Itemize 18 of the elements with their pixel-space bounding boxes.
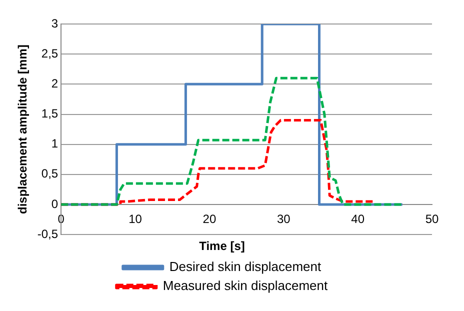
y-tick-label: 0,5 <box>41 166 58 181</box>
line-series <box>61 76 404 206</box>
y-tick-label: 3 <box>51 16 58 30</box>
y-tick-label: 1 <box>51 136 58 151</box>
y-tick-label: 1,5 <box>41 106 58 121</box>
x-tick-label: 50 <box>425 212 439 226</box>
y-tick-label: 2 <box>51 76 58 90</box>
x-tick-label: 30 <box>276 212 291 226</box>
x-tick-label: 40 <box>351 212 365 226</box>
y-tick-label: -0,5 <box>37 226 58 241</box>
x-tick-label: 10 <box>128 212 142 226</box>
legend-label: Measured skin displacement <box>162 278 328 294</box>
legend-label: Desired skin displacement <box>169 259 322 274</box>
x-tick-label: 20 <box>202 212 216 226</box>
y-tick-label: 2,5 <box>41 46 58 60</box>
y-tick-label: 0 <box>51 196 58 211</box>
y-axis-title: displacement amplitude [mm] <box>16 44 30 214</box>
x-axis-title: Time [s] <box>199 238 245 253</box>
